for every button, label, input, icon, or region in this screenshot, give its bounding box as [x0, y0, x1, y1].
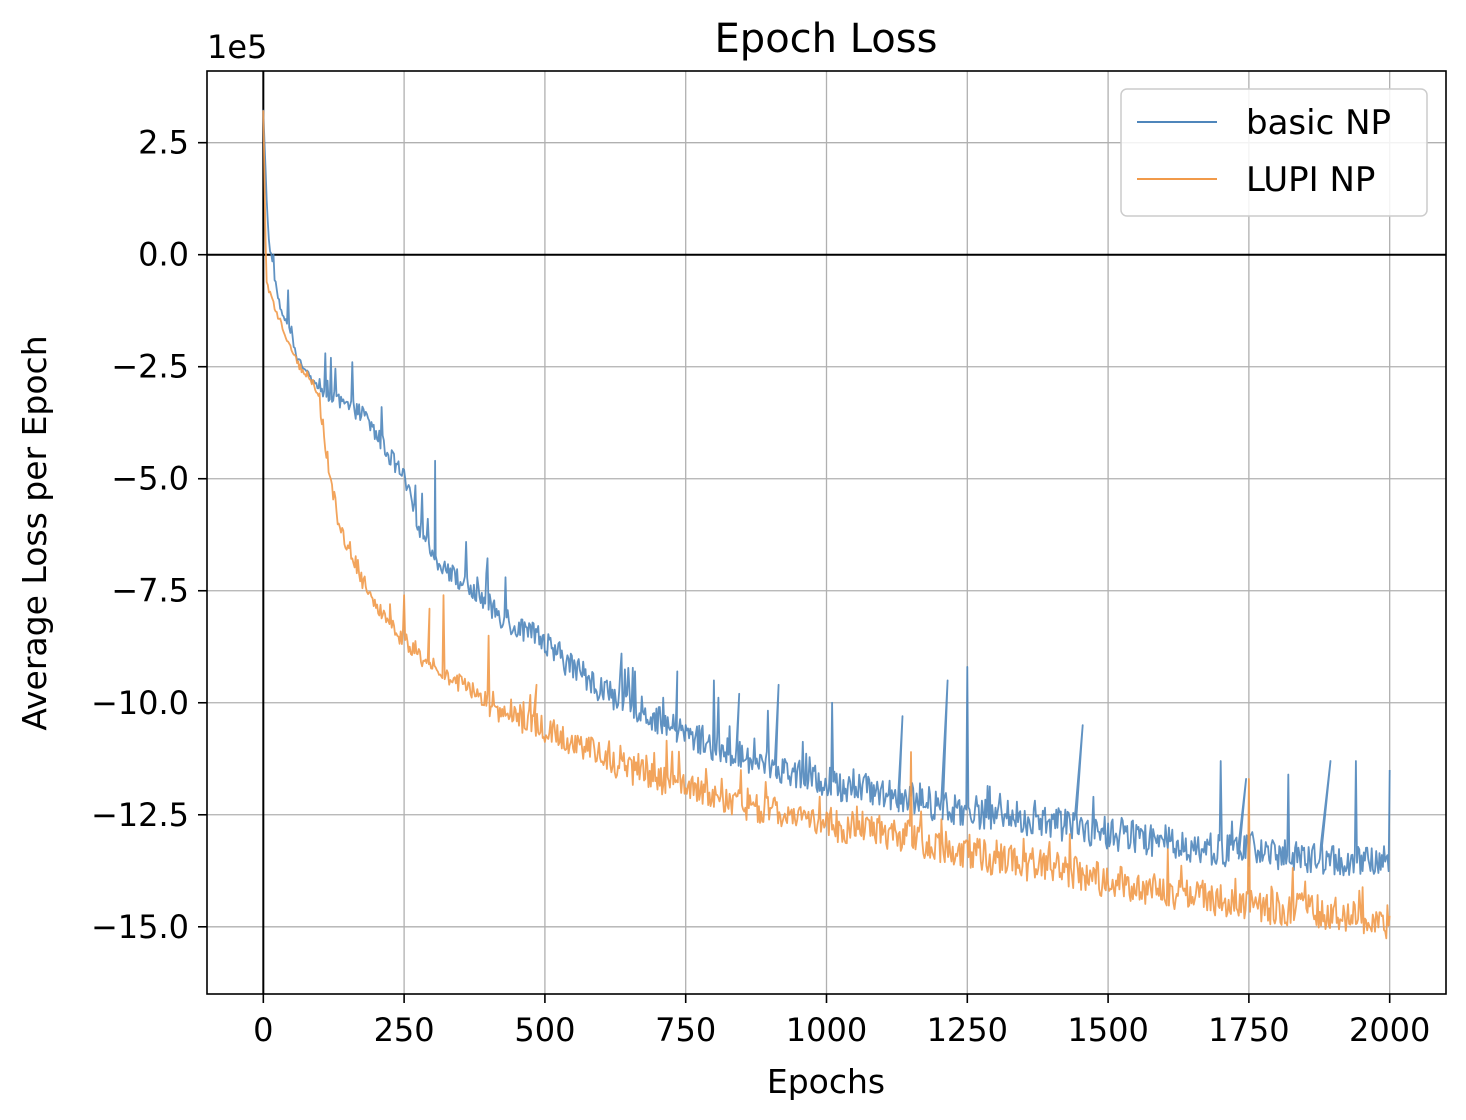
chart-title: Epoch Loss: [715, 16, 938, 62]
y-tick-label: −7.5: [111, 572, 189, 610]
x-axis-label: Epochs: [767, 1062, 885, 1101]
x-tick-label: 1500: [1067, 1011, 1148, 1049]
x-tick-label: 500: [514, 1011, 575, 1049]
y-axis-label: Average Loss per Epoch: [15, 335, 54, 730]
x-tick-label: 750: [655, 1011, 716, 1049]
series-lines: [262, 109, 1391, 940]
y-tick-label: −12.5: [91, 796, 189, 834]
y-tick-label: −5.0: [111, 460, 189, 498]
x-tick-label: 250: [374, 1011, 435, 1049]
series-line-basic-np: [262, 109, 1391, 877]
legend-label-basic-np: basic NP: [1246, 103, 1391, 143]
x-tick-label: 1000: [786, 1011, 867, 1049]
legend: basic NP LUPI NP: [1120, 88, 1428, 217]
series-line-lupi-np: [262, 110, 1391, 940]
y-tick-label: −15.0: [91, 908, 189, 946]
legend-label-lupi-np: LUPI NP: [1246, 160, 1375, 200]
y-axis-ticks: 2.5 0.0 −2.5 −5.0 −7.5 −10.0 −12.5 −15.0: [91, 124, 207, 946]
x-tick-label: 1250: [927, 1011, 1008, 1049]
y-tick-label: 2.5: [138, 124, 189, 162]
x-axis-ticks: 0 250 500 750 1000 1250 1500 1750 2000: [253, 994, 1430, 1049]
x-tick-label: 2000: [1349, 1011, 1430, 1049]
y-tick-label: −2.5: [111, 348, 189, 386]
reference-lines: [207, 71, 1446, 994]
legend-box: [1120, 88, 1428, 217]
y-tick-label: −10.0: [91, 684, 189, 722]
x-tick-label: 1750: [1208, 1011, 1289, 1049]
y-tick-label: 0.0: [138, 236, 189, 274]
y-offset-label: 1e5: [207, 28, 267, 66]
x-tick-label: 0: [253, 1011, 273, 1049]
